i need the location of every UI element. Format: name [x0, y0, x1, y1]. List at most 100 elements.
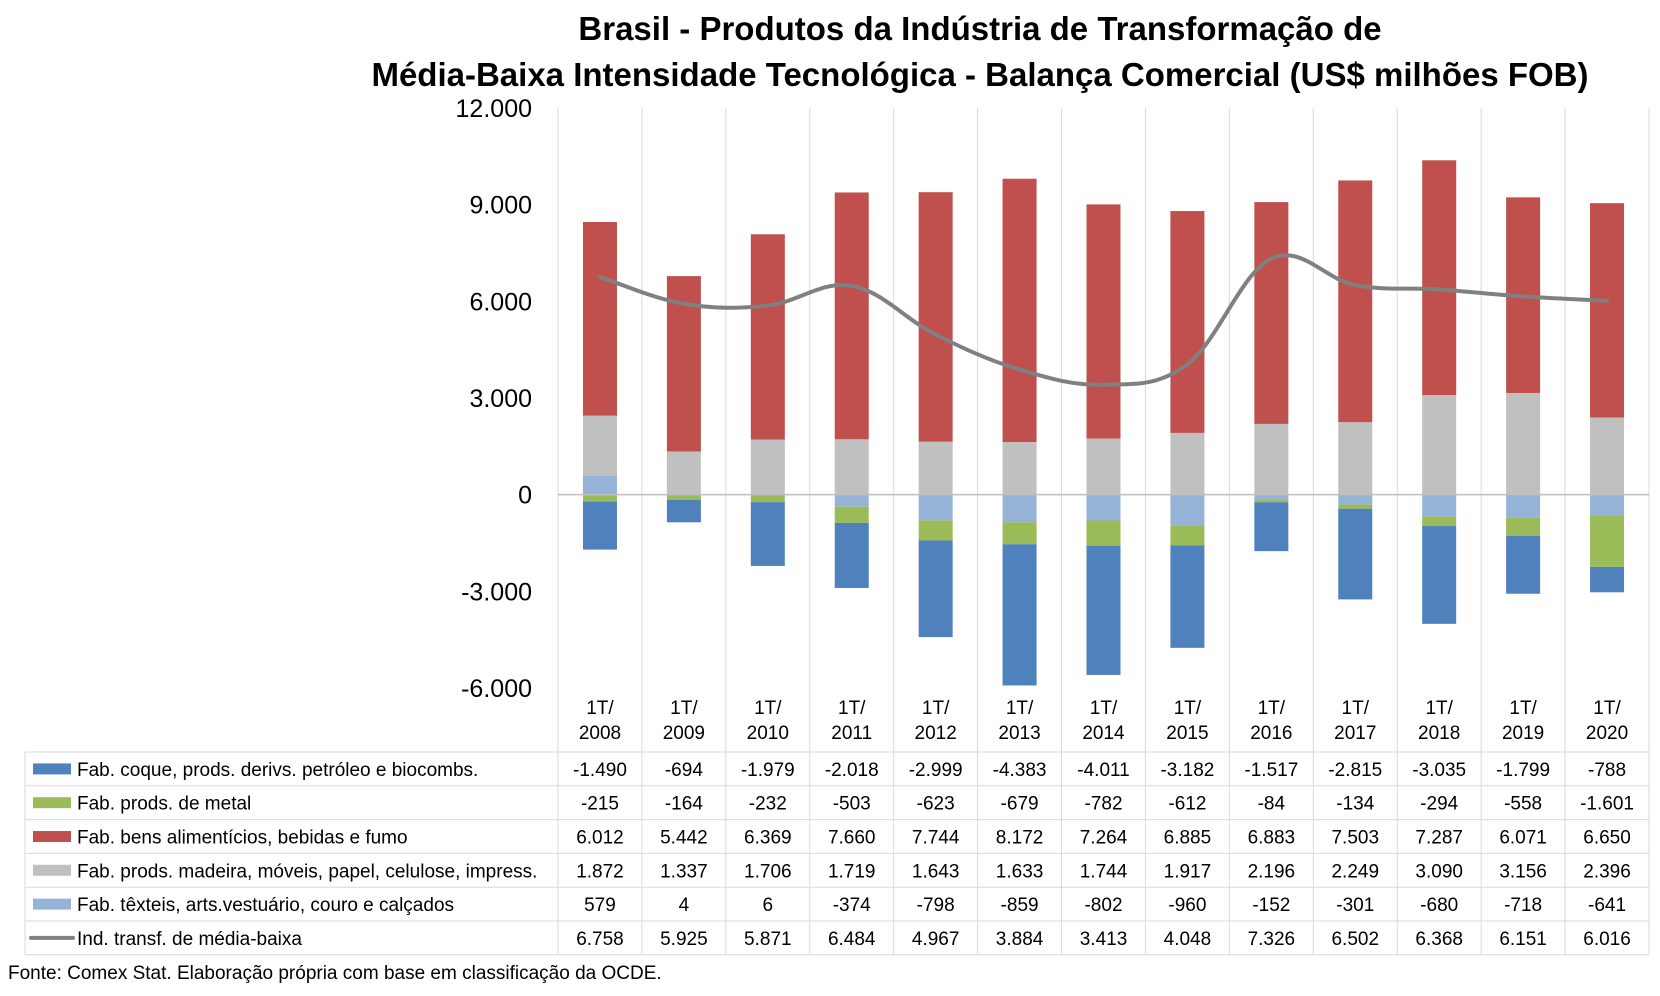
y-tick-label: 3.000 [469, 385, 532, 413]
data-table-value: 6.484 [828, 929, 876, 950]
data-table-value: 7.744 [912, 828, 960, 849]
bar-segment [1170, 432, 1205, 495]
data-table-value: -301 [1336, 895, 1374, 916]
bar-segment [1170, 545, 1205, 648]
data-table-value: 1.643 [912, 861, 960, 882]
chart-area: -6.000 -3.000 0 3.000 6.000 9.000 12.000 1T/200… [24, 95, 1650, 956]
data-table-value: -2.018 [825, 760, 879, 781]
y-tick-label: -3.000 [461, 578, 532, 606]
chart-title-line-2: Média-Baixa Intensidade Tecnológica - Ba… [371, 56, 1589, 93]
bar-segment [1506, 535, 1541, 594]
chart-title: Brasil - Produtos da Indústria de Transf… [330, 6, 1630, 98]
category-label: 1T/ [838, 698, 866, 719]
category-label: 1T/ [1509, 698, 1537, 719]
data-table-value: 1.872 [576, 861, 624, 882]
bar-segment [1422, 516, 1457, 527]
bar-segment [750, 439, 785, 495]
data-table-value: 2.196 [1248, 861, 1296, 882]
data-table-value: -558 [1504, 794, 1542, 815]
data-table-value: -718 [1504, 895, 1542, 916]
bar-segment [1590, 417, 1625, 495]
bar-segment [1422, 160, 1457, 396]
data-table-value: 6.883 [1248, 828, 1296, 849]
data-table-value: 1.917 [1164, 861, 1212, 882]
category-label: 1T/ [754, 698, 782, 719]
data-table-value: -2.815 [1328, 760, 1382, 781]
data-table-value: 4 [679, 895, 690, 916]
category-label: 2011 [831, 723, 872, 744]
data-table-value: -3.035 [1412, 760, 1466, 781]
bar-segment [1254, 423, 1289, 495]
data-table-value: -612 [1168, 794, 1206, 815]
data-table-value: -84 [1258, 794, 1286, 815]
data-table-value: 2.249 [1331, 861, 1379, 882]
bar-segment [1422, 494, 1457, 517]
bar-segment [918, 441, 953, 495]
chart-title-line-1: Brasil - Produtos da Indústria de Transf… [578, 10, 1382, 47]
category-label: 2016 [1250, 723, 1292, 744]
data-table-value: -134 [1336, 794, 1374, 815]
data-table-value: -802 [1084, 895, 1122, 916]
data-table-value: -1.517 [1244, 760, 1298, 781]
bar-segment [1338, 504, 1373, 509]
bar-segment [582, 415, 617, 477]
legend-entry: Ind. transf. de média-baixa [77, 929, 302, 950]
series-line [597, 253, 1610, 387]
bar-segment [1086, 438, 1121, 495]
bar-segment [1170, 525, 1205, 546]
data-table-value: 7.503 [1331, 828, 1379, 849]
bar-segment [1506, 517, 1541, 536]
bar-segment [1086, 520, 1121, 546]
data-table-value: -859 [1001, 895, 1039, 916]
data-table-value: -788 [1588, 760, 1626, 781]
data-table-value: -623 [917, 794, 955, 815]
bar-segment [918, 520, 953, 541]
data-table-value: -152 [1252, 895, 1290, 916]
bar-segment [1254, 494, 1289, 500]
data-table-value: -1.601 [1580, 794, 1634, 815]
bar-segment [1254, 202, 1289, 424]
category-label: 1T/ [1342, 698, 1370, 719]
bar-segment [582, 476, 617, 495]
bar-segment [1338, 508, 1373, 600]
category-label: 1T/ [586, 698, 614, 719]
category-label: 2017 [1334, 723, 1376, 744]
legend-swatch [33, 763, 71, 775]
data-table-value: 579 [584, 895, 616, 916]
data-table-value: -1.490 [573, 760, 627, 781]
category-label: 1T/ [1425, 698, 1453, 719]
bar-segment [1422, 526, 1457, 624]
category-label: 1T/ [1258, 698, 1286, 719]
data-table-value: 4.048 [1164, 929, 1212, 950]
bar-segment [834, 439, 869, 495]
bar-segment [1002, 494, 1037, 523]
bar-segment [1002, 178, 1037, 443]
bar-segment [834, 494, 869, 507]
bar-segment [834, 192, 869, 440]
category-label: 2019 [1502, 723, 1544, 744]
data-table-value: -680 [1420, 895, 1458, 916]
data-table-value: 6.885 [1164, 828, 1212, 849]
bar-segment [1338, 494, 1373, 505]
data-table-value: 3.884 [996, 929, 1044, 950]
bar-segment [1590, 515, 1625, 567]
bar-segment [1422, 395, 1457, 495]
data-table-value: 6.368 [1415, 929, 1463, 950]
data-table-value: -2.999 [909, 760, 963, 781]
bar-segment [750, 502, 785, 566]
bar-segment [834, 506, 869, 523]
data-table-value: -641 [1588, 895, 1626, 916]
legend-entry: Fab. prods. de metal [77, 794, 251, 815]
legend-swatch [33, 797, 71, 809]
y-tick-label: 9.000 [469, 192, 532, 220]
data-table-value: 6.502 [1331, 929, 1379, 950]
category-label: 2014 [1082, 723, 1125, 744]
data-table-value: -679 [1001, 794, 1039, 815]
data-table-value: -1.799 [1496, 760, 1550, 781]
category-label: 1T/ [1593, 698, 1621, 719]
data-table-value: 1.719 [828, 861, 876, 882]
data-table-value: 4.967 [912, 929, 960, 950]
data-table-value: -798 [917, 895, 955, 916]
bar-segment [1170, 494, 1205, 526]
data-table-value: 6 [763, 895, 774, 916]
